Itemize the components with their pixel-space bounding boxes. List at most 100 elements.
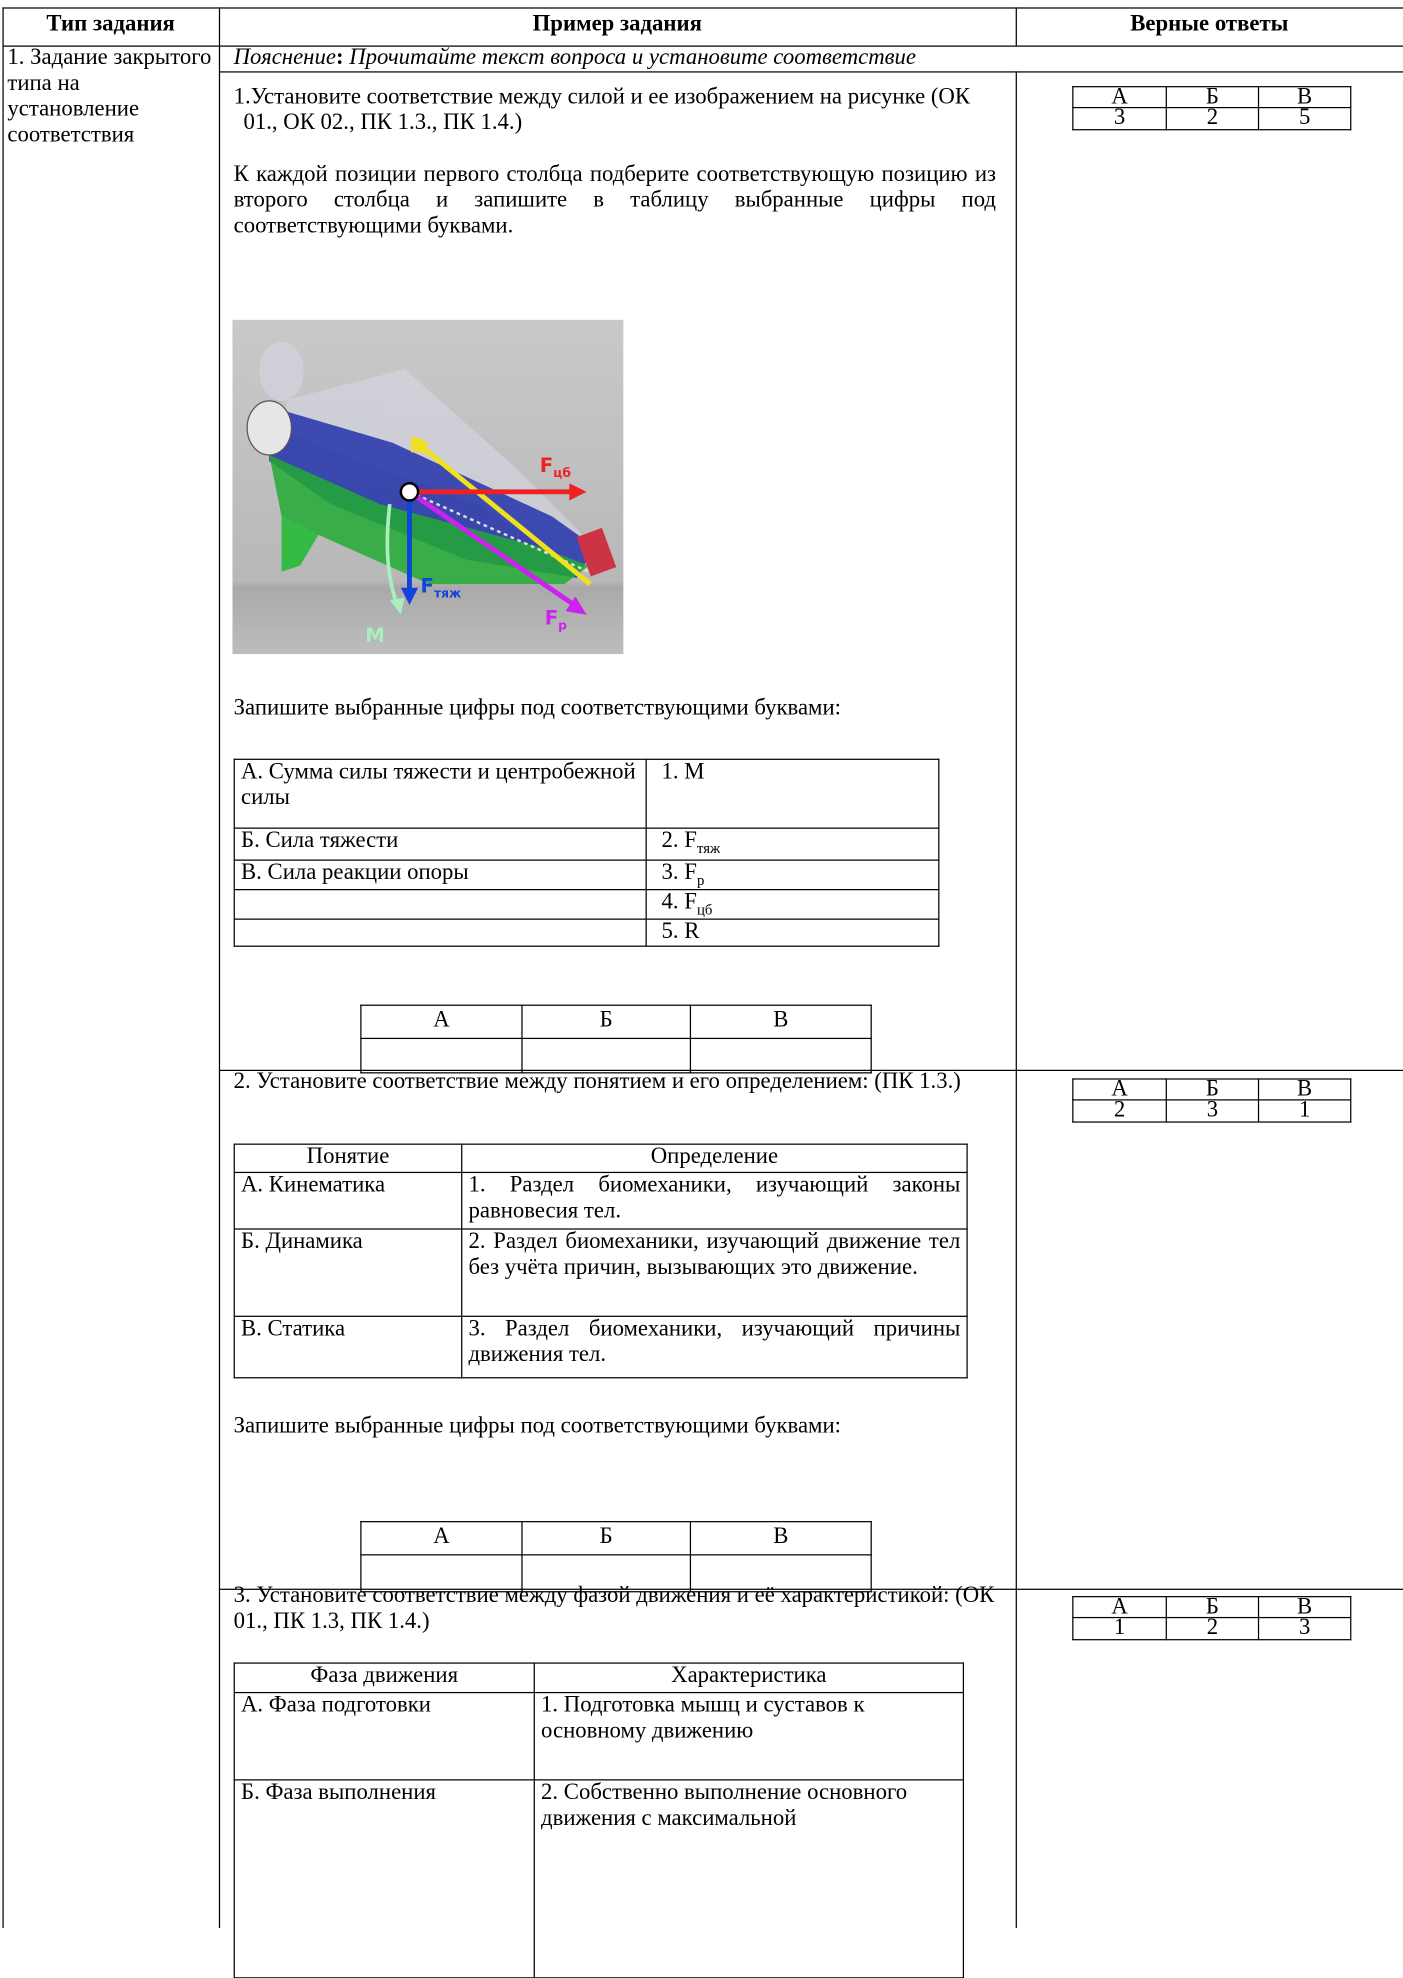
cell-text: В — [1297, 1078, 1313, 1100]
table-cell: 3. Раздел биомеханики, изучающий причины… — [461, 1315, 968, 1379]
table-cell: А. Фаза подготовки — [233, 1691, 535, 1781]
table-cell — [689, 1037, 872, 1074]
cell-text: 2. Раздел биомеханики, изучающий движени… — [468, 1229, 961, 1281]
definition-table: Понятие Определение А. Кинематика 1. Раздел… — [233, 1143, 968, 1379]
table: А Б В 3 2 5 — [1072, 86, 1352, 131]
table-cell: Б — [1165, 86, 1260, 109]
table-cell: 1. M — [645, 758, 940, 829]
table-cell: В — [1257, 1078, 1352, 1101]
question-title: 2. Установите соответствие между понятие… — [233, 1069, 961, 1095]
cell-text: 1. Подготовка мышц и суставов к основном… — [541, 1693, 865, 1744]
cell-text: Фаза движения — [310, 1663, 459, 1689]
figure-label: Fтяж — [421, 575, 462, 601]
table-row: Б. Сила тяжести 2. Fтяж — [233, 827, 940, 861]
task-type: 1. Задание закрытого типа на установлени… — [7, 45, 212, 148]
table-cell: 1. Раздел биомеханики, изучающий законы … — [461, 1171, 968, 1230]
prompt: Запишите выбранные цифры под соответству… — [233, 1414, 841, 1439]
table-cell: В. Статика — [233, 1315, 463, 1379]
table-cell: В — [1257, 1596, 1352, 1619]
table-row — [360, 1554, 872, 1593]
cell-text: 3 — [1298, 1617, 1311, 1640]
table: Фаза движения Характеристика А. Фаза подго… — [233, 1662, 965, 1978]
figure: R Fцб Fтяж Fр M — [232, 319, 624, 655]
text: F — [540, 454, 553, 477]
table-cell: Характеристика — [533, 1662, 965, 1694]
table-cell: 2. Раздел биомеханики, изучающий движени… — [461, 1228, 968, 1317]
table-cell: В. Сила реакции опоры — [233, 859, 647, 891]
text: Прочитайте текст вопроса и установите со… — [349, 45, 916, 71]
cell-text: Характеристика — [671, 1663, 827, 1689]
table-cell — [233, 918, 647, 947]
table-cell: А. Сумма силы тяжести и центробежной сил… — [233, 758, 647, 829]
table-cell: В — [689, 1521, 872, 1556]
cell-text: 5 — [1298, 107, 1311, 130]
table-row: А Б В — [1072, 1078, 1352, 1101]
table-cell: В — [1257, 86, 1352, 109]
table-cell — [521, 1554, 692, 1593]
table-row: А Б В — [360, 1521, 872, 1556]
table-row: Б. Фаза выполнения 2. Собственно выполнен… — [233, 1779, 965, 1978]
cell-text: В. Сила реакции опоры — [241, 860, 469, 886]
text: F — [545, 607, 558, 630]
cell-text: Б — [1205, 86, 1219, 108]
table-cell: 1. Подготовка мышц и суставов к основном… — [533, 1691, 965, 1781]
table-cell: 3 — [1165, 1099, 1260, 1123]
cell-text: А — [433, 1008, 450, 1033]
cell-text: Б. Сила тяжести — [241, 828, 399, 854]
table-cell: Б — [521, 1521, 692, 1556]
table: А. Сумма силы тяжести и центробежной сил… — [233, 758, 940, 947]
table-cell: 2 — [1072, 1099, 1167, 1123]
table-cell: Б — [1165, 1078, 1260, 1101]
text: M — [365, 624, 385, 647]
table-cell: А — [360, 1004, 523, 1040]
cell-text: Б — [1205, 1078, 1219, 1100]
cell-text: 4. F — [661, 890, 697, 915]
header-cell: Верные ответы — [1130, 12, 1289, 37]
cell-text: 3 — [1113, 107, 1126, 130]
cell-text: А. Кинематика — [241, 1173, 386, 1198]
cell-text: 1 — [1298, 1099, 1311, 1123]
match-table: А. Сумма силы тяжести и центробежной сил… — [233, 758, 940, 947]
answer-table: А Б В 3 2 5 — [1072, 86, 1352, 131]
question-title: 1.Установите соответствие между силой и … — [233, 84, 971, 136]
cell-text: 1. M — [661, 759, 705, 785]
cell-text: А — [1111, 86, 1128, 108]
table-cell: 5 — [1257, 106, 1352, 131]
table-cell: Понятие — [233, 1143, 463, 1174]
table-cell: 2 — [1165, 106, 1260, 131]
table: Понятие Определение А. Кинематика 1. Раздел… — [233, 1143, 968, 1379]
cell-text: 1. Раздел биомеханики, изучающий законы … — [468, 1173, 961, 1224]
figure-label: Fр — [545, 607, 567, 633]
table-cell: Б — [521, 1004, 692, 1040]
table-row: А. Сумма силы тяжести и центробежной сил… — [233, 758, 940, 829]
header-cell: Тип задания — [46, 12, 175, 37]
table-row: А. Фаза подготовки 1. Подготовка мышц и с… — [233, 1691, 965, 1781]
table-row: В. Статика 3. Раздел биомеханики, изучающ… — [233, 1315, 968, 1379]
table-cell: 1 — [1072, 1616, 1167, 1641]
table-cell — [689, 1554, 872, 1593]
table-cell — [233, 889, 647, 920]
table: А Б В 2 3 1 — [1072, 1078, 1352, 1123]
table-row: А Б В — [1072, 86, 1352, 109]
cell-text: 2 — [1206, 107, 1219, 130]
page: Тип задания Пример задания Верные ответы… — [2, 7, 1403, 1978]
cell-text: А — [1111, 1078, 1128, 1100]
text: R — [409, 435, 424, 458]
table-row: А Б В — [360, 1004, 872, 1040]
cell-text: Понятие — [306, 1144, 390, 1170]
cell-text: Б — [599, 1524, 613, 1550]
cell-text: 5. R — [661, 919, 700, 945]
answer-table: А Б В 2 3 1 — [1072, 1078, 1352, 1123]
table-cell: А — [1072, 86, 1167, 109]
table-cell — [360, 1037, 523, 1074]
figure-label: R — [409, 435, 424, 458]
table-cell: А — [360, 1521, 523, 1556]
cell-text: Определение — [650, 1144, 779, 1170]
table-cell: 2 — [1165, 1616, 1260, 1641]
cell-text: В — [773, 1008, 789, 1033]
cell-subscript: цб — [696, 900, 713, 919]
cell-text: Б — [599, 1008, 613, 1033]
text: р — [558, 619, 567, 633]
table-row — [360, 1037, 872, 1074]
cell-text: Б. Динамика — [241, 1229, 363, 1255]
